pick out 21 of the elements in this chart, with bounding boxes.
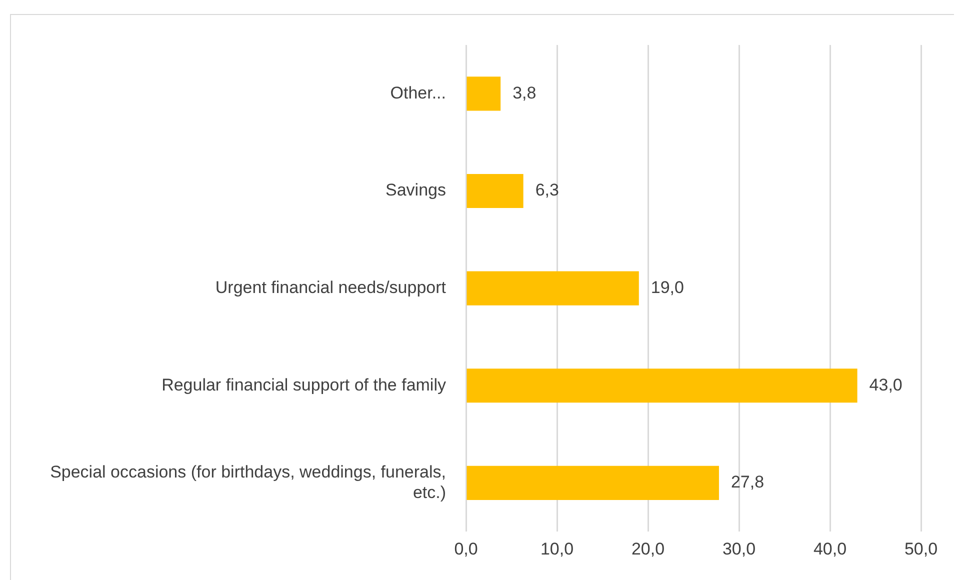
data-label: 6,3 (535, 180, 559, 200)
x-tick-label: 40,0 (813, 539, 847, 558)
bar (466, 76, 501, 111)
y-tick-label: Regular financial support of the family (162, 375, 446, 394)
bar (466, 466, 719, 500)
data-label: 3,8 (512, 83, 536, 102)
bar (466, 368, 858, 403)
x-tick-label: 30,0 (722, 539, 756, 558)
bar (466, 271, 639, 306)
y-tick-label: Savings (386, 180, 446, 200)
x-tick-label: 50,0 (904, 539, 938, 558)
x-tick-label: 10,0 (540, 539, 574, 558)
data-label: 27,8 (730, 472, 764, 492)
x-tick-label: 0,0 (454, 539, 478, 558)
x-tick-label: 20,0 (631, 539, 665, 558)
data-label: 19,0 (650, 278, 684, 297)
bar (466, 174, 524, 208)
y-tick-label: Other... (390, 83, 446, 102)
data-label: 43,0 (869, 375, 902, 394)
y-tick-label: Special occasions (for birthdays, weddings, funerals, etc.) (50, 462, 446, 502)
y-tick-label: Urgent financial needs/support (215, 278, 446, 297)
